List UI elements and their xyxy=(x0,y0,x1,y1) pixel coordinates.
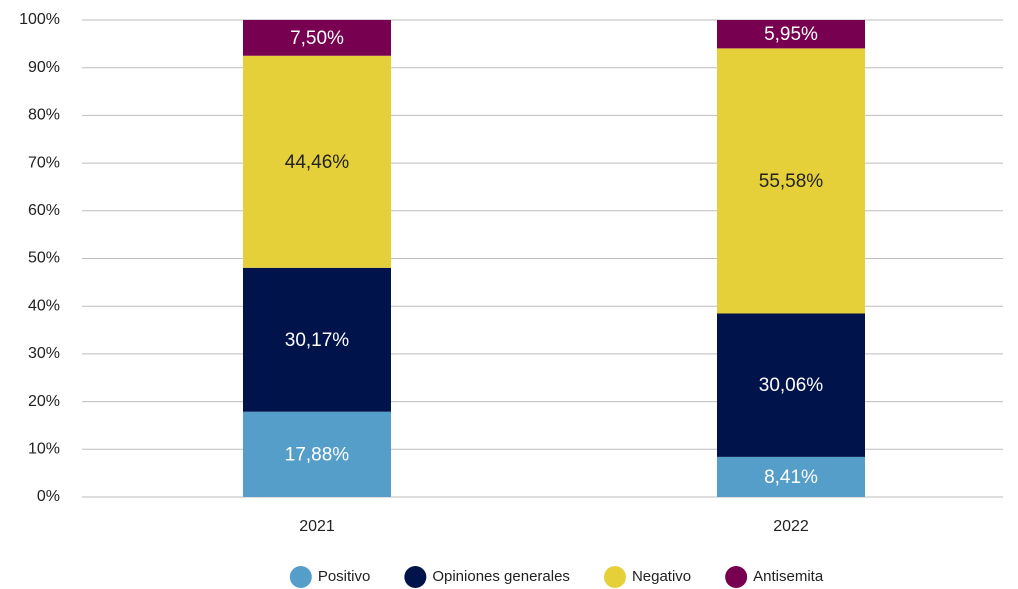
legend-marker xyxy=(725,566,748,588)
data-label: 55,58% xyxy=(759,171,824,192)
data-label: 17,88% xyxy=(285,444,350,465)
bar-segment xyxy=(243,411,391,497)
y-tick-label: 100% xyxy=(19,11,60,28)
bar-segment xyxy=(717,20,865,49)
y-tick-label: 20% xyxy=(28,393,60,410)
legend-marker xyxy=(404,566,427,588)
y-tick-label: 40% xyxy=(28,297,60,314)
bar-segment xyxy=(717,48,865,314)
y-tick-label: 80% xyxy=(28,107,60,124)
bar-segment xyxy=(717,456,865,497)
bar-segment xyxy=(243,19,391,56)
y-tick-label: 60% xyxy=(28,202,60,219)
data-label: 44,46% xyxy=(285,152,350,173)
legend-label: Opiniones generales xyxy=(432,568,570,585)
data-label: 8,41% xyxy=(764,467,818,488)
legend-label: Negativo xyxy=(632,568,691,585)
data-label: 5,95% xyxy=(764,24,818,45)
data-label: 7,50% xyxy=(290,28,344,49)
x-tick-label: 2021 xyxy=(299,518,335,535)
y-tick-label: 70% xyxy=(28,154,60,171)
bar-segment xyxy=(243,55,391,268)
y-tick-label: 10% xyxy=(28,441,60,458)
x-tick-label: 2022 xyxy=(773,518,809,535)
bar-segment xyxy=(717,313,865,457)
data-label: 30,06% xyxy=(759,375,824,396)
y-tick-label: 90% xyxy=(28,59,60,76)
y-tick-label: 0% xyxy=(37,488,60,505)
legend-label: Antisemita xyxy=(753,568,824,585)
y-tick-label: 30% xyxy=(28,345,60,362)
legend-label: Positivo xyxy=(318,568,371,585)
y-tick-label: 50% xyxy=(28,250,60,267)
bar-segment xyxy=(243,267,391,412)
data-label: 30,17% xyxy=(285,330,350,351)
legend-marker xyxy=(603,566,626,588)
legend-marker xyxy=(289,566,312,588)
